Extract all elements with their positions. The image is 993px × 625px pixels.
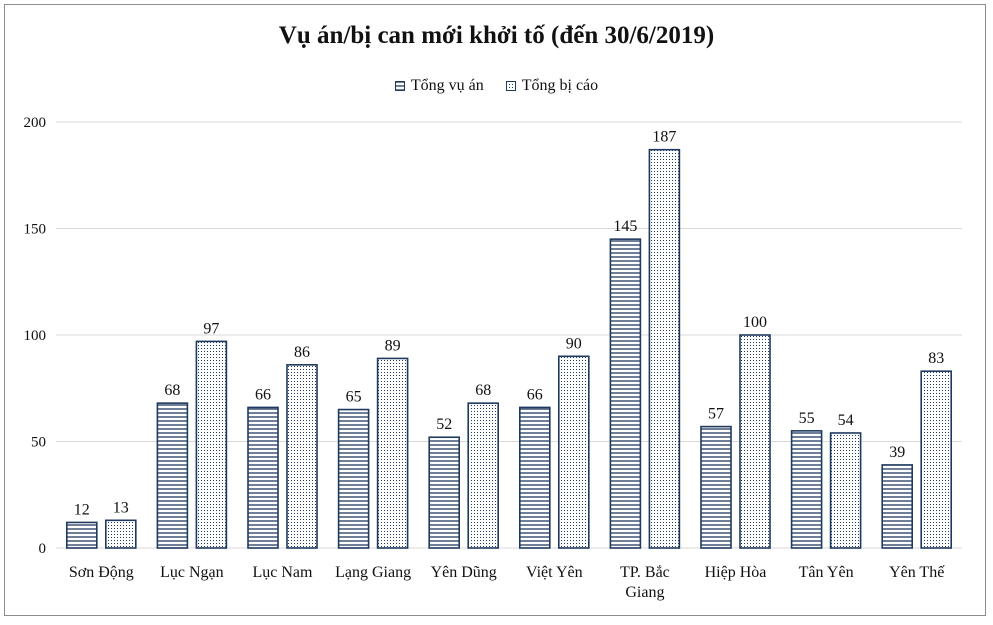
- x-category-label: Sơn Động: [69, 564, 134, 581]
- bar-tong-bi-cao: [739, 334, 771, 549]
- x-category-label: Tân Yên: [799, 564, 854, 581]
- data-label: 89: [385, 337, 401, 354]
- x-category-label: Yên Dũng: [431, 564, 497, 581]
- data-label: 39: [889, 444, 905, 461]
- legend: Tổng vụ án Tổng bị cáo: [0, 77, 993, 95]
- bar-tong-vu-an: [518, 406, 551, 549]
- legend-swatch-dots: [505, 81, 516, 91]
- data-label: 86: [294, 344, 310, 361]
- legend-label-series-1: Tổng vụ án: [410, 77, 484, 94]
- bar-tong-vu-an: [247, 406, 279, 549]
- data-label: 13: [113, 499, 129, 516]
- data-label: 187: [652, 129, 676, 146]
- data-label: 52: [436, 416, 452, 433]
- x-category-label: Giang: [625, 584, 664, 601]
- bar-tong-vu-an: [337, 408, 370, 549]
- data-label: 65: [346, 389, 362, 406]
- x-category-label: TP. Bắc: [620, 564, 670, 581]
- data-label: 83: [928, 350, 944, 367]
- x-category-label: Việt Yên: [526, 564, 583, 581]
- gridlines: [56, 121, 962, 549]
- y-tick-label: 0: [39, 541, 47, 557]
- data-label: 68: [475, 382, 491, 399]
- data-label: 90: [566, 335, 582, 352]
- data-label: 97: [203, 320, 219, 337]
- bar-tong-vu-an: [700, 425, 732, 549]
- bar-tong-bi-cao: [376, 357, 409, 549]
- bar-tong-bi-cao: [920, 370, 953, 549]
- bar-tong-vu-an: [881, 464, 914, 549]
- bar-tong-vu-an: [428, 436, 461, 549]
- x-category-label: Lạng Giang: [335, 564, 411, 581]
- bar-tong-vu-an: [156, 402, 189, 549]
- x-category-label: Lục Ngạn: [160, 564, 224, 581]
- bar-tong-bi-cao: [286, 364, 318, 549]
- data-label: 100: [743, 314, 767, 331]
- data-label: 55: [799, 410, 815, 427]
- data-label: 66: [527, 386, 543, 403]
- bar-tong-bi-cao: [648, 148, 681, 549]
- data-label: 54: [838, 412, 854, 429]
- data-label: 57: [708, 406, 724, 423]
- data-label: 145: [613, 218, 637, 235]
- legend-item-series-1: Tổng vụ án: [394, 77, 484, 95]
- legend-item-series-2: Tổng bị cáo: [505, 77, 599, 95]
- bar-tong-vu-an: [66, 521, 98, 549]
- x-category-label: Yên Thế: [889, 564, 945, 581]
- bar-tong-vu-an: [790, 430, 823, 549]
- bar-tong-bi-cao: [829, 432, 862, 549]
- data-label: 12: [74, 501, 90, 518]
- data-label: 68: [164, 382, 180, 399]
- legend-swatch-stripes: [394, 81, 405, 91]
- legend-label-series-2: Tổng bị cáo: [521, 77, 599, 94]
- data-label: 66: [255, 386, 271, 403]
- data-labels: 12 13 68 97 66 86 65 89 52 68 66 90 145 187 57 100 55 54 3…: [74, 129, 944, 519]
- chart-title: Vụ án/bị can mới khởi tố (đến 30/6/2019): [278, 22, 715, 49]
- bar-tong-bi-cao: [195, 340, 228, 549]
- y-tick-label: 100: [24, 328, 47, 344]
- y-axis-ticks: 0 50 100 150 200: [24, 115, 47, 557]
- bars: [66, 148, 953, 549]
- x-category-label: Lục Nam: [253, 564, 314, 581]
- y-tick-label: 150: [24, 222, 47, 238]
- y-tick-label: 200: [24, 115, 47, 131]
- bar-tong-bi-cao: [467, 402, 500, 549]
- x-category-label: Hiệp Hòa: [705, 564, 767, 581]
- bar-tong-vu-an: [609, 238, 642, 549]
- x-axis-categories: Sơn Động Lục Ngạn Lục Nam Lạng Giang Yên Dũn…: [69, 564, 945, 601]
- bar-tong-bi-cao: [557, 355, 590, 549]
- y-tick-label: 50: [31, 435, 46, 451]
- bar-tong-bi-cao: [105, 519, 137, 549]
